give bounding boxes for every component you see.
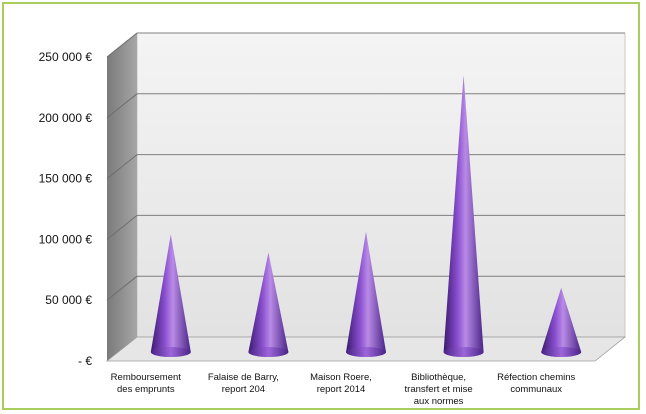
category-label-line: des emprunts xyxy=(117,384,175,395)
y-axis-tick-labels: - € 50 000 € 100 000 € 150 000 € 200 000 € 25… xyxy=(39,50,93,368)
cone-bar xyxy=(150,234,191,357)
category-label-line: report 2014 xyxy=(317,384,366,395)
category-label: Remboursement des emprunts xyxy=(111,372,182,395)
cone-base xyxy=(443,347,484,357)
back-wall xyxy=(136,32,626,338)
category-label-line: communaux xyxy=(510,384,562,395)
gridline-side xyxy=(106,32,138,58)
cone-bar xyxy=(541,287,582,357)
y-tick-label: 250 000 € xyxy=(39,50,93,64)
category-label: Maison Roere, report 2014 xyxy=(310,372,372,395)
category-label-line: Falaise de Barry, xyxy=(208,372,279,383)
cone-base xyxy=(346,347,386,357)
cone-body xyxy=(346,231,386,357)
cone-body xyxy=(443,74,484,358)
y-tick-label: - € xyxy=(78,354,92,368)
cone-base xyxy=(541,347,582,357)
cone-body xyxy=(150,234,191,357)
gridline-side xyxy=(106,93,138,119)
category-label-line: transfert et mise xyxy=(405,384,473,395)
cone-bar xyxy=(248,252,289,357)
gridline-side xyxy=(106,215,138,240)
category-label-line: Maison Roere, xyxy=(310,372,372,383)
data-series xyxy=(150,74,582,358)
cone-bar xyxy=(443,74,484,358)
y-tick-label: 50 000 € xyxy=(45,293,92,307)
y-tick-label: 200 000 € xyxy=(39,111,93,125)
gridline-side xyxy=(106,275,138,301)
cone-body xyxy=(248,252,289,357)
category-label-line: Bibliothèque, xyxy=(411,372,466,383)
category-label: Falaise de Barry, report 204 xyxy=(208,372,279,395)
category-label: Réfection chemins communaux xyxy=(497,372,575,395)
cone-body xyxy=(541,287,582,357)
cone-bar xyxy=(346,231,386,357)
gridlines xyxy=(106,32,625,301)
category-label-line: Réfection chemins xyxy=(497,372,575,383)
cone-base xyxy=(150,347,191,357)
category-label: Bibliothèque, transfert et mise aux normes xyxy=(405,372,473,407)
cone-base xyxy=(248,347,289,357)
category-label-line: aux normes xyxy=(414,396,464,407)
category-label-line: report 204 xyxy=(222,384,265,395)
y-tick-label: 150 000 € xyxy=(39,172,93,186)
y-tick-label: 100 000 € xyxy=(39,232,93,246)
category-label-line: Remboursement xyxy=(111,372,182,383)
side-wall xyxy=(107,33,137,361)
chart-walls xyxy=(105,32,627,362)
x-axis-category-labels: Remboursement des emprunts Falaise de Barr… xyxy=(111,372,576,407)
gridline-side xyxy=(106,154,138,179)
